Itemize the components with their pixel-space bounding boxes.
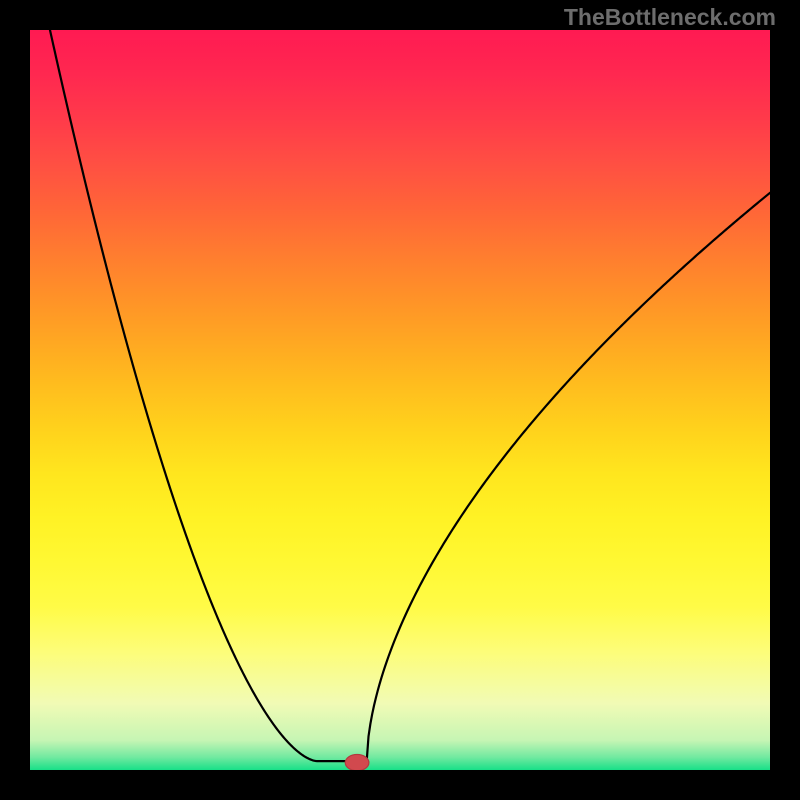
chart-plot: [30, 30, 770, 770]
gradient-background: [30, 30, 770, 770]
minimum-marker: [345, 754, 369, 770]
watermark-text: TheBottleneck.com: [564, 4, 776, 31]
